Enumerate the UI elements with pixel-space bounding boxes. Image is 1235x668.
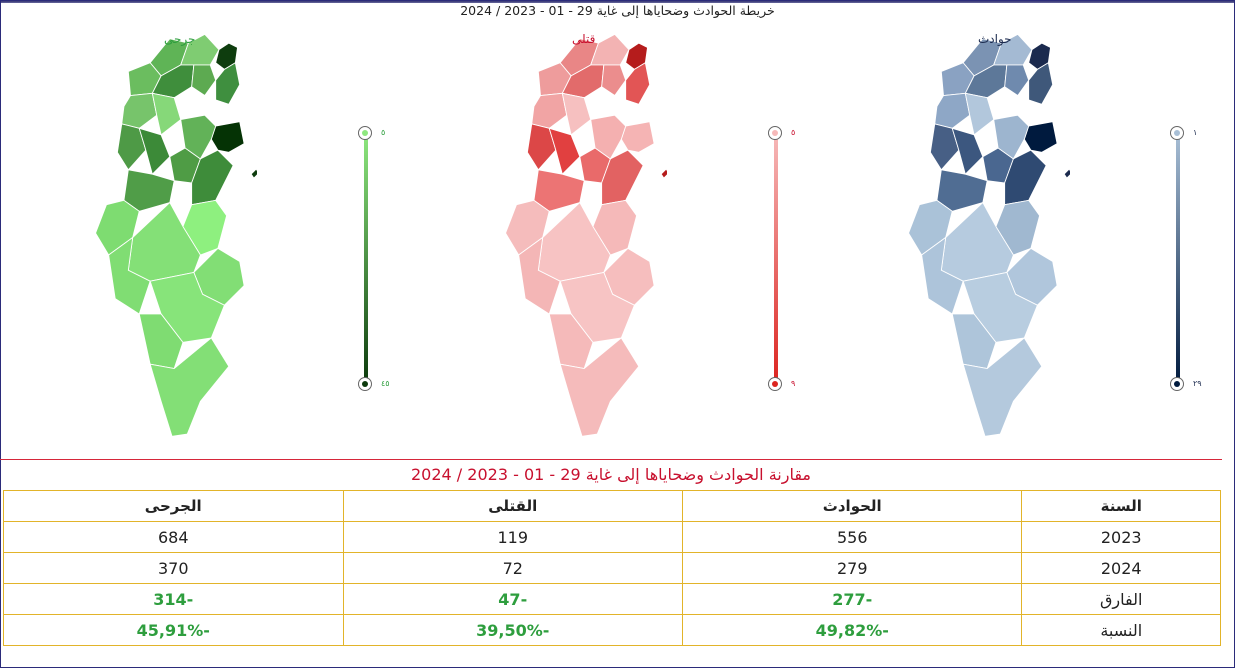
map-region[interactable] [149,337,230,437]
table-cell: 279 [681,552,1023,584]
map-region[interactable] [138,313,184,370]
legend-max-value: ٢٩ [1193,379,1202,388]
map-region[interactable] [559,337,640,437]
map-label-deaths: قتلى [572,32,596,46]
legend-max-handle[interactable] [1170,377,1184,391]
map-region[interactable] [929,123,960,171]
map-island [661,169,667,178]
table-row: 2024 279 72 370 [3,552,1221,584]
header-deaths: القتلى [342,490,684,522]
map-panel-accidents [900,28,1235,448]
table-cell: 684 [3,521,344,553]
map-region[interactable] [934,92,971,129]
section-divider [0,459,1222,460]
page-title: خريطة الحوادث وضحاياها إلى غاية 29 - 01 … [460,3,775,18]
map-island [1064,169,1070,178]
legend-max-handle[interactable] [358,377,372,391]
map-region[interactable] [1004,64,1030,97]
legend-dot [1173,129,1180,136]
map-region[interactable] [548,313,594,370]
table-title: مقارنة الحوادث وضحاياها إلى غاية 29 - 01… [411,465,811,484]
color-legend-accidents: ١ ٢٩ [1170,126,1211,426]
map-region[interactable] [964,92,995,136]
map-region[interactable] [1023,121,1058,153]
window-top-border [0,0,1235,3]
choropleth-map-injured [95,33,257,437]
map-region[interactable] [121,92,158,129]
table-header-row: السنة الحوادث القتلى الجرحى [3,490,1221,522]
header-year: السنة [1021,490,1221,522]
legend-dot [771,129,778,136]
legend-min-handle[interactable] [768,126,782,140]
map-region[interactable] [601,64,627,97]
table-cell: 2023 [1021,521,1221,553]
map-region[interactable] [561,92,592,136]
choropleth-map-deaths [505,33,667,437]
map-region[interactable] [590,114,627,160]
map-region[interactable] [210,121,245,153]
table-cell: -45,91% [3,614,344,646]
header-accidents: الحوادث [681,490,1023,522]
legend-max-handle[interactable] [768,377,782,391]
legend-dot [1173,380,1180,387]
table-cell: -39,50% [342,614,684,646]
map-region[interactable] [993,114,1030,160]
table-row: الفارق -277 -47 -314 [3,583,1221,615]
legend-min-handle[interactable] [1170,126,1184,140]
map-panel-injured [87,28,487,448]
table-cell: النسبة [1021,614,1221,646]
comparison-table: السنة الحوادث القتلى الجرحى 2023 556 119… [3,490,1221,646]
table-cell: -314 [3,583,344,615]
map-region[interactable] [180,114,217,160]
table-cell: -277 [681,583,1023,615]
legend-max-value: ٩ [791,379,796,388]
map-region[interactable] [138,127,171,175]
map-region[interactable] [151,92,182,136]
legend-gradient-bar [1176,133,1180,385]
map-label-injured: جرحى [164,32,196,46]
map-label-accidents: حوادث [978,32,1012,46]
map-region[interactable] [191,64,217,97]
map-panel-deaths [497,28,897,448]
map-region[interactable] [526,123,557,171]
table-cell: -49,82% [681,614,1023,646]
table-cell: 72 [342,552,684,584]
header-injured: الجرحى [3,490,344,522]
legend-min-value: ٥ [381,128,386,137]
legend-max-value: ٤٥ [381,379,390,388]
legend-gradient-bar [774,133,778,385]
legend-dot [361,129,368,136]
map-region[interactable] [531,92,568,129]
legend-min-value: ٥ [791,128,796,137]
legend-min-value: ١ [1193,128,1198,137]
legend-gradient-bar [364,133,368,385]
table-cell: الفارق [1021,583,1221,615]
map-region[interactable] [215,62,241,105]
map-island [251,169,257,178]
legend-min-handle[interactable] [358,126,372,140]
table-cell: 370 [3,552,344,584]
map-region[interactable] [116,123,147,171]
map-region[interactable] [590,33,630,66]
map-region[interactable] [951,127,984,175]
table-row: النسبة -49,82% -39,50% -45,91% [3,614,1221,646]
map-region[interactable] [625,62,651,105]
choropleth-map-accidents [908,33,1070,437]
map-region[interactable] [951,313,997,370]
table-cell: -47 [342,583,684,615]
table-cell: 2024 [1021,552,1221,584]
color-legend-injured: ٥ ٤٥ [358,126,399,426]
map-region[interactable] [548,127,581,175]
map-region[interactable] [962,337,1043,437]
map-region[interactable] [620,121,655,153]
map-region[interactable] [1028,62,1054,105]
table-cell: 119 [342,521,684,553]
legend-dot [361,380,368,387]
table-row: 2023 556 119 684 [3,521,1221,553]
table-cell: 556 [681,521,1023,553]
legend-dot [771,380,778,387]
